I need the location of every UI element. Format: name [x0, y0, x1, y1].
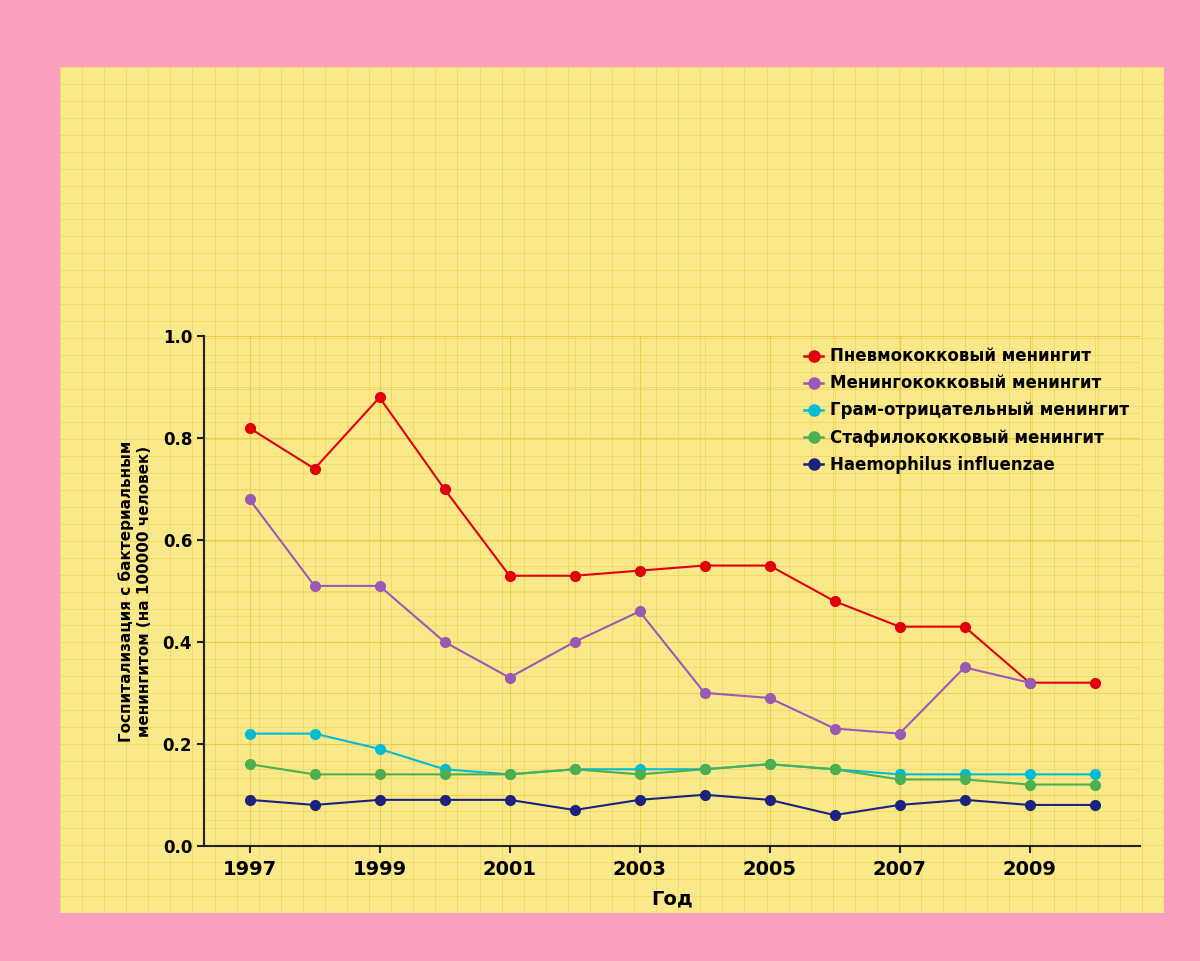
- Legend: Пневмококковый менингит, Менингококковый менингит, Грам-отрицательный менингит, : Пневмококковый менингит, Менингококковый…: [798, 341, 1135, 480]
- Y-axis label: Госпитализация с бактериальным
менингитом (на 100000 человек): Госпитализация с бактериальным менингито…: [119, 440, 151, 742]
- X-axis label: Год: Год: [652, 890, 692, 909]
